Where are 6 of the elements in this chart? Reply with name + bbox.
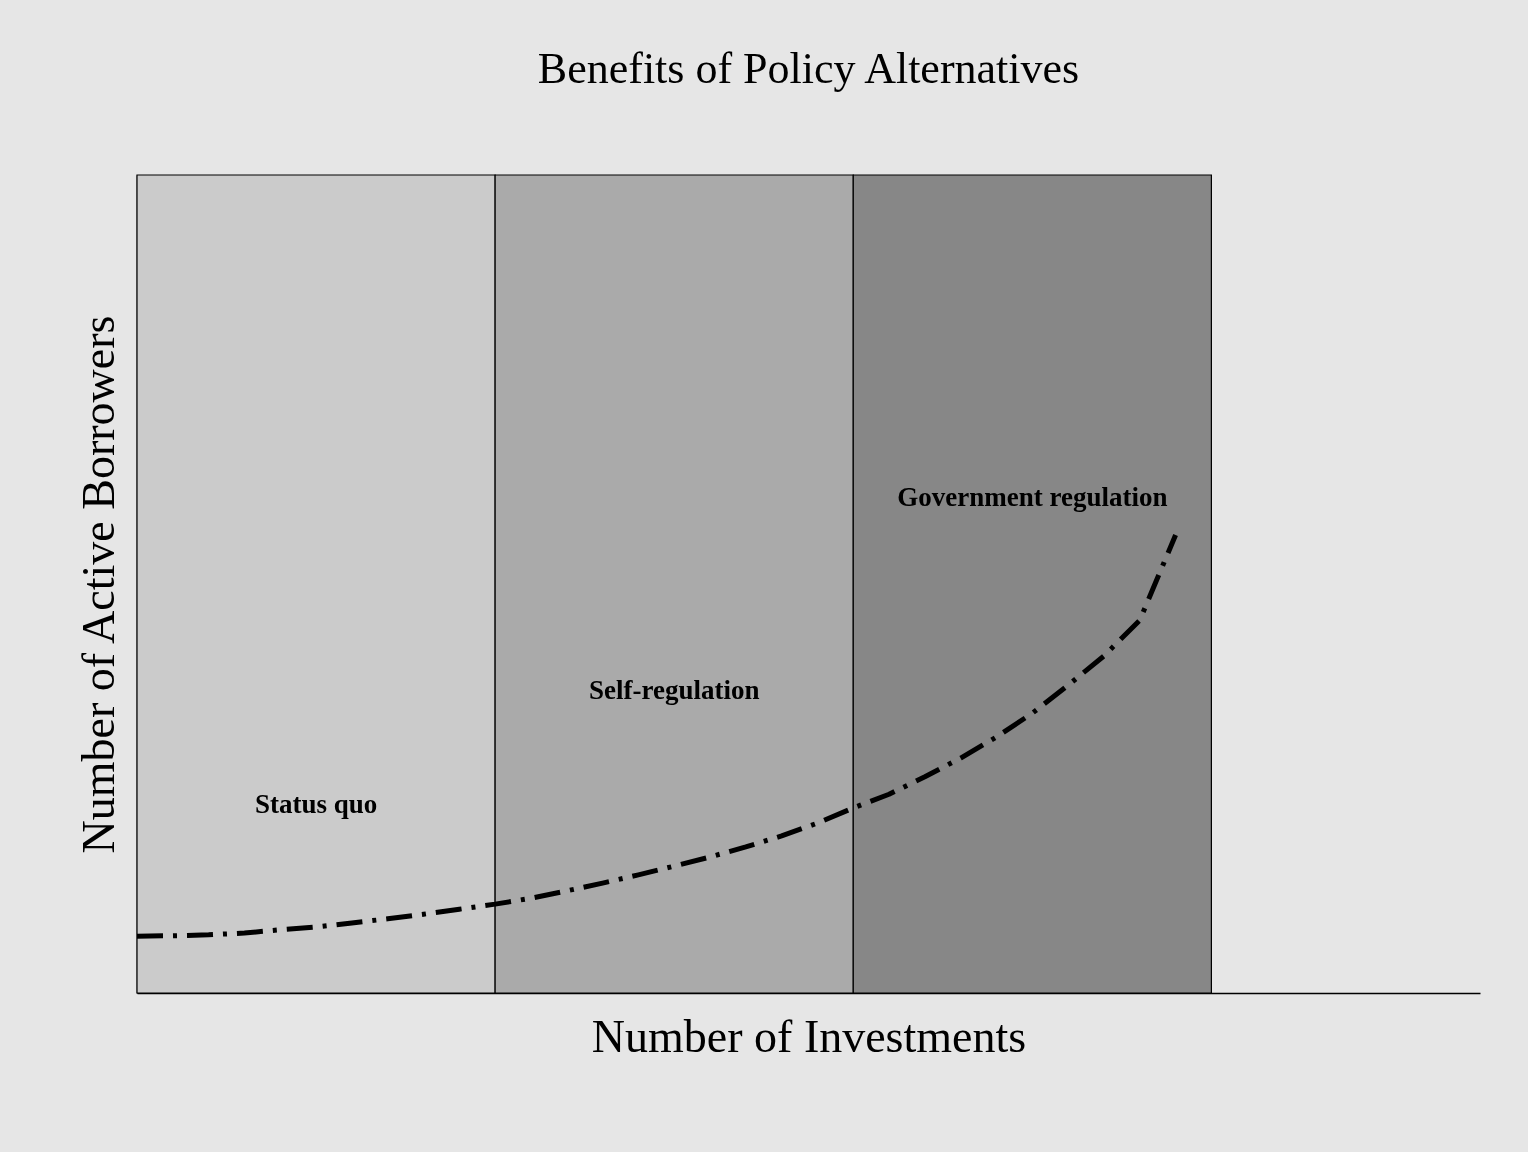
annotation: Status quo	[254, 789, 378, 820]
annotation: Self-regulation	[588, 674, 760, 705]
chart-title: Benefits of Policy Alternatives	[537, 44, 1080, 94]
text: Government regulation	[897, 482, 1168, 513]
y-axis-title: Number of Active Borrowers	[72, 315, 124, 854]
x-axis-title: Number of Investments	[591, 1010, 1027, 1062]
